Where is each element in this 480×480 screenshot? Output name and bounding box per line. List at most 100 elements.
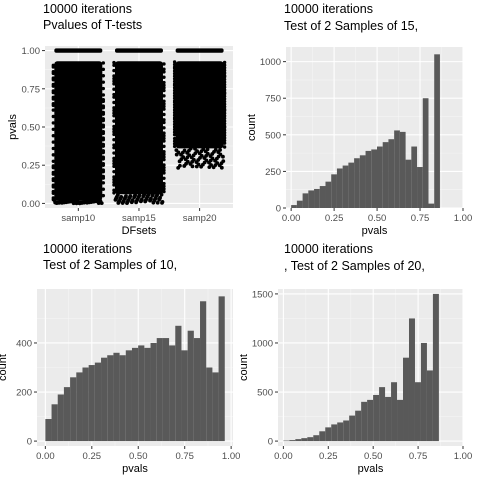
scatter-point xyxy=(172,125,177,129)
scatter-point xyxy=(222,116,227,121)
chart-svg-4: 10000 iterations , Test of 2 Samples of 2… xyxy=(240,242,472,475)
histogram-bar xyxy=(432,293,439,442)
scatter-point xyxy=(101,150,106,155)
histogram-bar xyxy=(175,325,182,442)
scatter-point xyxy=(112,119,116,123)
scatter-point xyxy=(221,154,225,159)
histogram-bar xyxy=(319,431,326,442)
scatter-point xyxy=(185,150,190,155)
scatter-point xyxy=(51,140,56,144)
histogram-bar xyxy=(101,357,108,442)
chart-title-line2: Pvalues of T-tests xyxy=(43,18,142,32)
scatter-point xyxy=(172,69,177,73)
histogram-bar xyxy=(218,296,225,442)
histogram-bar xyxy=(307,437,314,442)
scatter-point xyxy=(222,119,227,123)
scatter-point xyxy=(162,152,166,157)
scatter-point xyxy=(162,157,166,162)
scatter-point xyxy=(51,127,56,131)
scatter-point xyxy=(162,107,166,111)
scatter-point-row-top-samp15 xyxy=(114,48,163,53)
chart-svg-2: 10000 iterations Test of 2 Samples of 15… xyxy=(246,2,472,237)
histogram-bar xyxy=(51,404,58,442)
y-tick-label: 0.50 xyxy=(22,123,41,134)
scatter-point xyxy=(112,138,116,142)
scatter-point xyxy=(172,86,177,90)
scatter-point xyxy=(51,191,56,195)
scatter-point xyxy=(172,103,177,107)
histogram-bar xyxy=(314,188,320,208)
scatter-point xyxy=(141,194,146,199)
scatter-point xyxy=(172,96,177,101)
scatter-point xyxy=(112,161,116,166)
scatter-point xyxy=(101,157,106,161)
scatter-point xyxy=(222,125,227,130)
y-tick-label: 250 xyxy=(265,167,281,178)
histogram-bar xyxy=(371,149,377,208)
scatter-point xyxy=(125,201,129,206)
chart-title-line1: 10000 iterations xyxy=(43,2,132,16)
histogram-bar xyxy=(131,347,139,442)
scatter-point xyxy=(222,68,227,73)
scatter-point xyxy=(112,100,116,105)
scatter-point xyxy=(122,197,127,201)
histogram-bar xyxy=(365,150,372,208)
scatter-point xyxy=(112,76,116,81)
scatter-point xyxy=(112,95,116,99)
scatter-point xyxy=(112,183,116,187)
histogram-bar xyxy=(57,394,64,442)
scatter-point xyxy=(211,165,216,170)
scatter-point xyxy=(203,149,208,154)
scatter-point xyxy=(154,193,159,198)
scatter-point xyxy=(222,88,227,92)
scatter-point xyxy=(202,156,207,160)
chart-title-line2: , Test of 2 Samples of 20, xyxy=(284,259,425,273)
scatter-point xyxy=(51,153,56,157)
scatter-point xyxy=(162,181,166,186)
scatter-point xyxy=(222,114,227,118)
histogram-bar xyxy=(113,352,120,442)
y-tick-label: 0 xyxy=(27,437,32,448)
histogram-bar xyxy=(408,318,415,442)
y-axis-label: count xyxy=(240,354,250,381)
y-tick-label: 0.00 xyxy=(22,199,41,210)
y-tick-label: 500 xyxy=(265,130,281,141)
scatter-point xyxy=(115,192,120,197)
scatter-point xyxy=(101,99,106,104)
scatter-point xyxy=(51,97,56,101)
scatter-point xyxy=(172,117,177,121)
scatter-point xyxy=(172,136,177,141)
scatter-point xyxy=(162,112,166,117)
scatter-point xyxy=(172,74,177,78)
scatter-point xyxy=(112,111,116,115)
histogram-bar xyxy=(397,399,404,442)
histogram-bar xyxy=(388,139,395,208)
scatter-point xyxy=(112,106,116,110)
histogram-bar xyxy=(343,420,350,442)
scatter-point xyxy=(222,91,227,96)
scatter-point xyxy=(162,70,166,74)
scatter-point xyxy=(222,131,227,135)
scatter-point xyxy=(172,105,177,110)
x-tick-label: 0.25 xyxy=(319,451,338,462)
scatter-point xyxy=(162,94,166,98)
chart-panel-hist-15: 10000 iterations Test of 2 Samples of 15… xyxy=(240,0,480,240)
scatter-point xyxy=(112,156,116,161)
scatter-point xyxy=(51,71,56,76)
histogram-bar xyxy=(382,142,389,208)
histogram-bar xyxy=(88,365,95,442)
histogram-bar xyxy=(337,422,344,442)
x-tick-label: samp10 xyxy=(61,213,95,224)
scatter-point xyxy=(222,145,227,149)
scatter-point xyxy=(101,86,106,91)
scatter-point xyxy=(101,187,106,191)
scatter-point xyxy=(208,154,213,159)
scatter-point xyxy=(162,144,166,149)
scatter-point xyxy=(116,201,121,205)
scatter-point xyxy=(162,134,166,138)
scatter-point xyxy=(152,198,157,203)
histogram-bar xyxy=(119,355,126,442)
histogram-bar xyxy=(206,367,213,442)
scatter-point xyxy=(162,168,166,173)
scatter-point xyxy=(112,114,116,118)
